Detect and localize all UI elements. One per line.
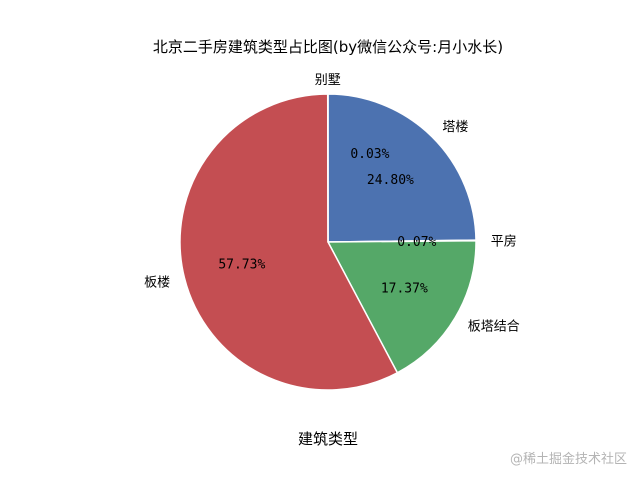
slice-category-label: 平房 (491, 233, 517, 249)
slice-category-label: 板塔结合 (468, 319, 520, 334)
slice-category-label: 塔楼 (442, 120, 468, 135)
slice-percent-label: 57.73% (218, 258, 265, 273)
x-axis-label: 建筑类型 (298, 430, 358, 448)
slice-percent-label: 0.03% (350, 147, 389, 162)
chart-title: 北京二手房建筑类型占比图(by微信公众号:月小水长) (153, 38, 503, 56)
slice-percent-label: 17.37% (381, 282, 428, 297)
slice-category-label: 别墅 (315, 73, 341, 88)
slice-percent-label: 0.07% (397, 235, 436, 250)
slice-percent-label: 24.80% (367, 173, 414, 188)
watermark-text: @稀土掘金技术社区 (510, 451, 627, 467)
slice-category-label: 板楼 (144, 275, 170, 290)
